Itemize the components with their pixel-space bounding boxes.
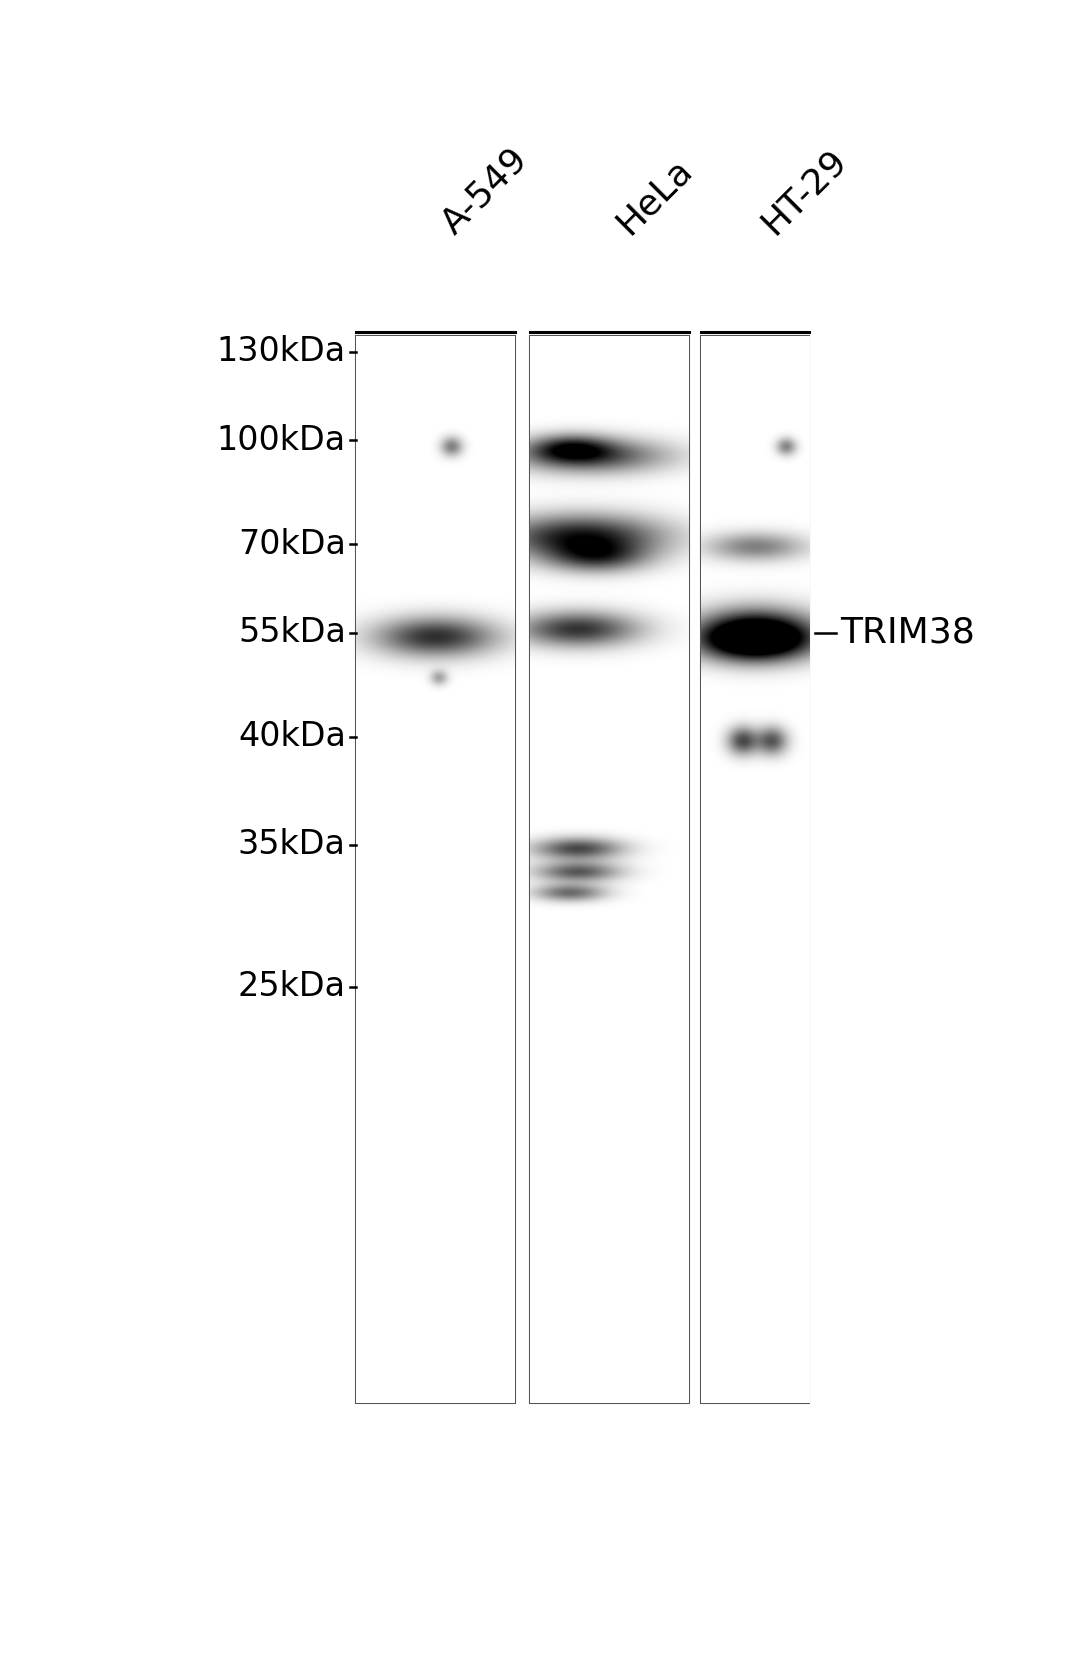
Text: 130kDa: 130kDa [217,336,346,368]
Bar [701,336,809,1403]
Text: 100kDa: 100kDa [217,423,346,457]
Text: 35kDa: 35kDa [238,828,346,862]
Text: 25kDa: 25kDa [238,971,346,1003]
Text: 40kDa: 40kDa [238,721,346,753]
Text: 55kDa: 55kDa [238,617,346,648]
Text: A-549: A-549 [435,141,535,240]
Text: 70kDa: 70kDa [238,528,346,561]
Text: TRIM38: TRIM38 [840,617,975,650]
Bar [530,336,689,1403]
Text: HeLa: HeLa [610,151,699,240]
Bar [356,336,515,1403]
Text: HT-29: HT-29 [755,143,853,240]
